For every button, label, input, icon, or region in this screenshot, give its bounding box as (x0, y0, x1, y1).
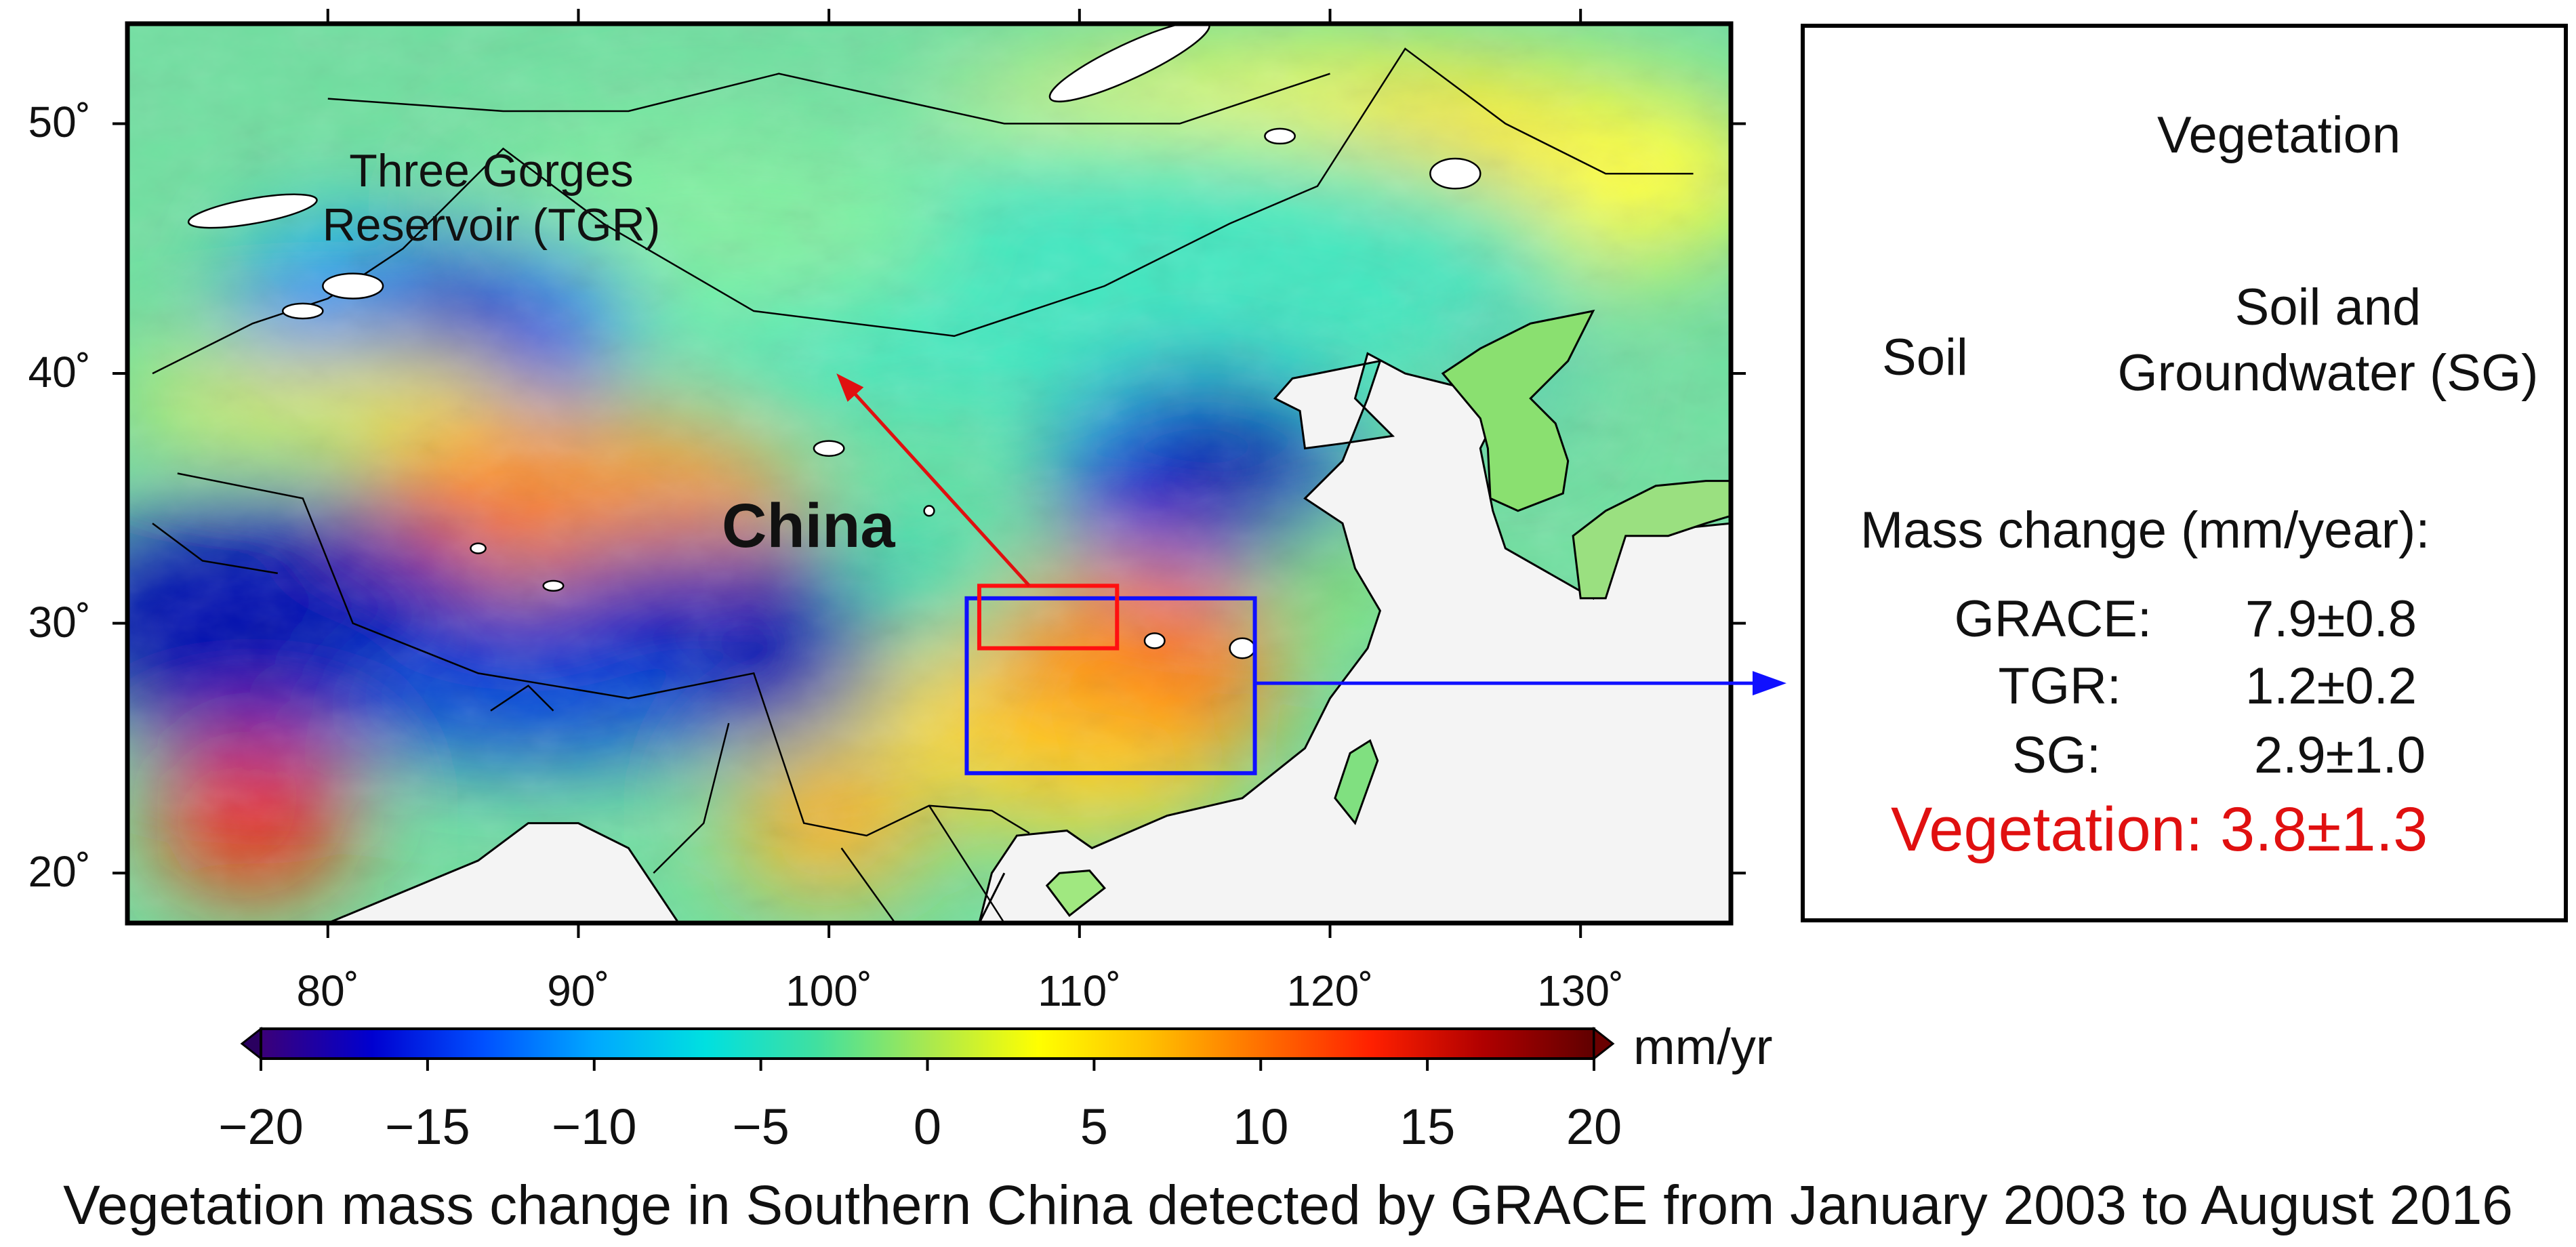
mass-title: Mass change (mm/year): (1860, 502, 2430, 559)
southern-china-box[interactable] (964, 596, 1257, 775)
tgr-label: Three Gorges Reservoir (TGR) (322, 145, 661, 251)
lon-tick-label: 120˚ (1286, 966, 1374, 1015)
tgr-arrow (849, 387, 1031, 588)
map-frame (125, 21, 1734, 926)
map-ticks (113, 9, 1746, 938)
colorbar-unit: mm/yr (1633, 1019, 1773, 1075)
connector-arrowhead (1753, 671, 1786, 696)
colorbar-tick-label: 10 (1233, 1099, 1289, 1155)
taiwan (1334, 739, 1379, 825)
colorbar-tick-label: −20 (218, 1099, 304, 1155)
tgr-value: 1.2±0.2 (2245, 657, 2417, 715)
sea-east (978, 352, 1731, 923)
soil-label: Soil (1882, 329, 1968, 386)
sg-label: Soil and Groundwater (SG) (2117, 279, 2539, 402)
lon-tick-label: 80˚ (296, 966, 360, 1015)
japan (1572, 480, 1731, 600)
lat-tick-label: 40˚ (28, 348, 91, 397)
hainan (1045, 870, 1106, 918)
sea-bay-of-bengal (327, 822, 680, 923)
colorbar-tick-label: 5 (1080, 1099, 1108, 1155)
colorbar-tick-label: 0 (913, 1099, 942, 1155)
colorbar-tick-label: −15 (385, 1099, 470, 1155)
figure-caption: Vegetation mass change in Southern China… (63, 1174, 2513, 1236)
lon-tick-label: 110˚ (1038, 966, 1122, 1015)
lat-tick-label: 20˚ (28, 847, 91, 897)
lon-tick-label: 130˚ (1537, 966, 1624, 1015)
map-field (127, 24, 1731, 923)
grace-name: GRACE: (1954, 590, 2152, 648)
colorbar-tick-label: 15 (1399, 1099, 1456, 1155)
tgr-box[interactable] (977, 584, 1120, 651)
colorbar-tick-label: 20 (1566, 1099, 1622, 1155)
vegetation-label: Vegetation (2157, 106, 2401, 164)
lon-tick-label: 100˚ (785, 966, 873, 1015)
sg-value: 2.9±1.0 (2254, 727, 2426, 784)
lat-tick-label: 50˚ (28, 98, 91, 147)
colorbar-gradient (260, 1027, 1595, 1060)
grace-value: 7.9±0.8 (2245, 590, 2417, 648)
info-panel (1801, 24, 2568, 922)
sg-name: SG: (2012, 727, 2101, 784)
china-label: China (722, 491, 895, 560)
vegetation-result: Vegetation: 3.8±1.3 (1891, 795, 2428, 864)
colorbar-left-triangle (240, 1026, 262, 1061)
tgr-arrowhead (836, 373, 864, 402)
colorbar-right-triangle (1593, 1026, 1615, 1061)
colorbar-ticks (260, 1059, 1595, 1071)
sea-south (929, 872, 1006, 923)
colorbar-tick-label: −5 (732, 1099, 790, 1155)
lon-tick-label: 90˚ (547, 966, 610, 1015)
country-borders (152, 47, 1694, 923)
tgr-name: TGR: (1998, 657, 2121, 715)
colorbar-tick-label: −10 (551, 1099, 637, 1155)
lakes (187, 24, 1481, 659)
lat-tick-label: 30˚ (28, 597, 91, 647)
colorbar (240, 1026, 1615, 1071)
